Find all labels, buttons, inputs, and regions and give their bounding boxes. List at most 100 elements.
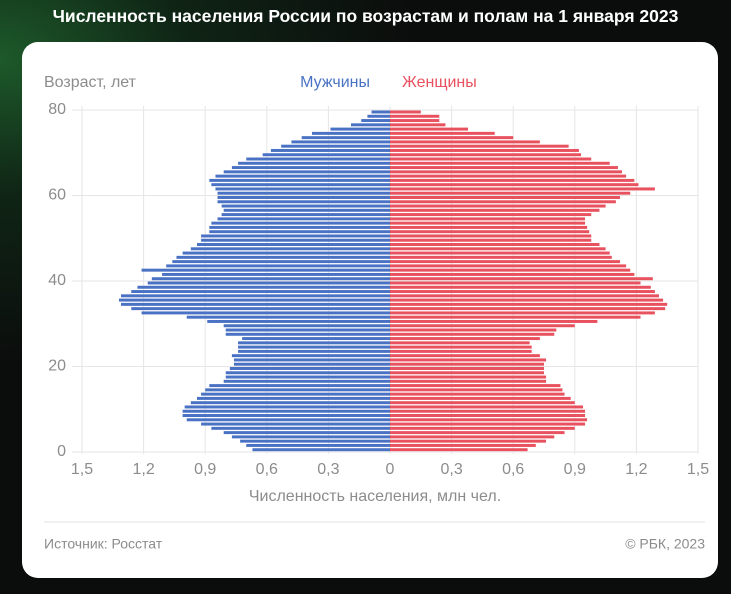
bar bbox=[246, 443, 390, 447]
bar bbox=[390, 157, 592, 161]
x-tick-label: 0,3 bbox=[317, 461, 339, 478]
bar bbox=[182, 251, 390, 255]
bar bbox=[371, 110, 390, 114]
bar bbox=[242, 337, 390, 341]
bar bbox=[390, 345, 532, 349]
bar bbox=[186, 418, 390, 422]
bar bbox=[390, 217, 586, 221]
bar bbox=[223, 170, 390, 174]
bar bbox=[291, 140, 390, 144]
bar bbox=[390, 127, 469, 131]
bar bbox=[390, 119, 440, 123]
bar bbox=[390, 435, 555, 439]
bar bbox=[252, 448, 390, 452]
bar bbox=[390, 379, 547, 383]
bar bbox=[223, 431, 390, 435]
bar bbox=[182, 414, 390, 417]
bar bbox=[390, 225, 588, 229]
bar bbox=[390, 131, 495, 135]
bar bbox=[390, 148, 579, 152]
bar bbox=[390, 153, 581, 157]
y-tick-label: 80 bbox=[48, 101, 66, 118]
bar bbox=[390, 358, 547, 362]
bar bbox=[211, 426, 390, 430]
bar bbox=[201, 234, 390, 238]
bar bbox=[184, 405, 390, 409]
bar bbox=[262, 153, 390, 157]
bar bbox=[390, 243, 600, 246]
bar bbox=[301, 136, 390, 140]
bar bbox=[390, 418, 588, 422]
bar bbox=[209, 178, 390, 182]
bar bbox=[390, 426, 575, 430]
bar bbox=[390, 302, 668, 306]
bar bbox=[390, 367, 544, 370]
bar bbox=[186, 315, 390, 319]
x-tick-label: 0,9 bbox=[194, 461, 216, 478]
bar bbox=[238, 349, 390, 353]
bar bbox=[201, 238, 390, 242]
bar bbox=[390, 443, 536, 447]
bar bbox=[390, 431, 565, 435]
bar bbox=[390, 196, 620, 199]
x-tick-label: 0,3 bbox=[440, 461, 462, 478]
bar bbox=[390, 268, 631, 272]
y-tick-label: 20 bbox=[48, 358, 66, 375]
bar bbox=[201, 392, 390, 396]
bar bbox=[390, 247, 606, 251]
bar bbox=[311, 131, 390, 135]
bar bbox=[390, 221, 586, 225]
y-tick-label: 0 bbox=[57, 443, 66, 460]
bar bbox=[209, 230, 390, 234]
source: Источник: Росстат bbox=[44, 536, 163, 552]
bar bbox=[390, 191, 631, 195]
bar bbox=[390, 354, 540, 358]
bar bbox=[225, 371, 390, 375]
x-tick-label: 1,2 bbox=[625, 461, 647, 478]
bar bbox=[147, 281, 390, 285]
bar bbox=[390, 238, 592, 242]
bar bbox=[196, 243, 390, 246]
bar bbox=[238, 161, 390, 165]
bar bbox=[390, 324, 575, 328]
bar bbox=[281, 144, 390, 148]
bar bbox=[390, 213, 592, 217]
bar bbox=[233, 362, 390, 366]
bar bbox=[121, 294, 390, 298]
bar bbox=[390, 234, 592, 238]
bar bbox=[390, 337, 540, 341]
bar bbox=[390, 204, 606, 208]
bar bbox=[231, 354, 390, 358]
bar bbox=[217, 217, 390, 221]
bar bbox=[361, 119, 390, 123]
bar bbox=[390, 166, 618, 170]
y-tick-label: 60 bbox=[48, 187, 66, 204]
bar bbox=[215, 187, 390, 191]
bar bbox=[205, 388, 390, 392]
bar bbox=[196, 396, 390, 400]
x-tick-label: 0,6 bbox=[502, 461, 524, 478]
bar bbox=[390, 281, 641, 285]
bar bbox=[201, 422, 390, 426]
bar bbox=[141, 268, 390, 272]
bar bbox=[240, 439, 390, 443]
bar bbox=[390, 187, 655, 191]
bar bbox=[390, 298, 664, 302]
bar bbox=[238, 345, 390, 349]
bar bbox=[390, 285, 651, 289]
bar bbox=[390, 396, 571, 400]
bar bbox=[390, 422, 586, 426]
copyright: © РБК, 2023 bbox=[625, 536, 705, 552]
bar bbox=[390, 110, 421, 114]
bar bbox=[350, 123, 390, 127]
bar bbox=[223, 208, 390, 212]
bar bbox=[390, 332, 555, 336]
bar bbox=[141, 311, 390, 315]
bar bbox=[390, 375, 547, 379]
bar bbox=[209, 225, 390, 229]
bar bbox=[390, 362, 544, 366]
bar bbox=[211, 221, 390, 225]
bar bbox=[238, 341, 390, 345]
bar bbox=[223, 379, 390, 383]
